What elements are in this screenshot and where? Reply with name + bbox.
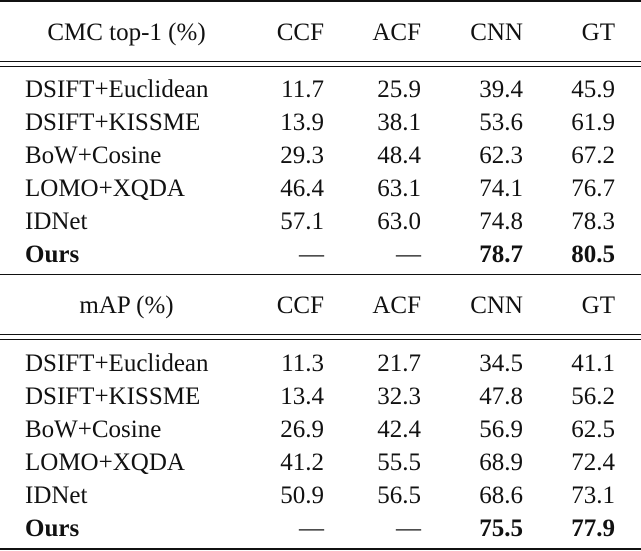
value-cnn: 75.5 bbox=[479, 515, 523, 542]
value-acf: 38.1 bbox=[377, 109, 421, 136]
value-acf: 55.5 bbox=[377, 449, 421, 476]
column-header-gt: GT bbox=[581, 292, 615, 319]
method-name: DSIFT+KISSME bbox=[25, 383, 201, 410]
value-gt: 77.9 bbox=[571, 515, 615, 542]
value-acf: 63.1 bbox=[377, 175, 421, 202]
value-acf: 56.5 bbox=[377, 482, 421, 509]
value-ccf: 46.4 bbox=[280, 175, 324, 202]
value-acf: 48.4 bbox=[377, 142, 421, 169]
table-row: BoW+Cosine 26.9 42.4 56.9 62.5 bbox=[0, 413, 641, 446]
value-gt: 41.1 bbox=[571, 350, 615, 377]
method-name: Ours bbox=[25, 241, 80, 268]
table-row: DSIFT+KISSME 13.9 38.1 53.6 61.9 bbox=[0, 106, 641, 139]
value-gt: 56.2 bbox=[571, 383, 615, 410]
method-name: LOMO+XQDA bbox=[25, 449, 185, 476]
value-cnn: 47.8 bbox=[479, 383, 523, 410]
table-row: DSIFT+KISSME 13.4 32.3 47.8 56.2 bbox=[0, 380, 641, 413]
value-gt: 78.3 bbox=[571, 208, 615, 235]
value-gt: 67.2 bbox=[571, 142, 615, 169]
metric-title: mAP (%) bbox=[79, 292, 174, 319]
metric-title: CMC top-1 (%) bbox=[47, 19, 206, 46]
value-ccf: 11.3 bbox=[281, 350, 324, 377]
column-header-cnn: CNN bbox=[470, 19, 523, 46]
column-header-gt: GT bbox=[581, 19, 615, 46]
column-header-ccf: CCF bbox=[276, 292, 324, 319]
value-acf: 21.7 bbox=[377, 350, 421, 377]
table-row: LOMO+XQDA 46.4 63.1 74.1 76.7 bbox=[0, 172, 641, 205]
method-name: IDNet bbox=[25, 208, 88, 235]
value-ccf: 57.1 bbox=[280, 208, 324, 235]
top-rule bbox=[0, 0, 641, 2]
table-row: IDNet 57.1 63.0 74.8 78.3 bbox=[0, 205, 641, 238]
table-row-ours: Ours — — 78.7 80.5 bbox=[0, 238, 641, 271]
value-cnn: 68.9 bbox=[479, 449, 523, 476]
header-rule-bottom bbox=[0, 66, 641, 67]
value-gt: 45.9 bbox=[571, 76, 615, 103]
section-header-map: mAP (%) CCF ACF CNN GT bbox=[0, 289, 641, 322]
value-gt: 80.5 bbox=[571, 241, 615, 268]
value-acf: — bbox=[396, 241, 421, 268]
value-cnn: 74.8 bbox=[479, 208, 523, 235]
value-gt: 62.5 bbox=[571, 416, 615, 443]
column-header-cnn: CNN bbox=[470, 292, 523, 319]
column-header-ccf: CCF bbox=[276, 19, 324, 46]
value-cnn: 78.7 bbox=[479, 241, 523, 268]
table-row: LOMO+XQDA 41.2 55.5 68.9 72.4 bbox=[0, 446, 641, 479]
column-header-acf: ACF bbox=[372, 292, 421, 319]
value-cnn: 68.6 bbox=[479, 482, 523, 509]
method-name: LOMO+XQDA bbox=[25, 175, 185, 202]
method-name: DSIFT+KISSME bbox=[25, 109, 201, 136]
header-rule-top bbox=[0, 61, 641, 62]
value-acf: 42.4 bbox=[377, 416, 421, 443]
value-gt: 61.9 bbox=[571, 109, 615, 136]
value-gt: 76.7 bbox=[571, 175, 615, 202]
value-cnn: 62.3 bbox=[479, 142, 523, 169]
value-gt: 73.1 bbox=[571, 482, 615, 509]
method-name: DSIFT+Euclidean bbox=[25, 350, 209, 377]
value-acf: 32.3 bbox=[377, 383, 421, 410]
table-row: DSIFT+Euclidean 11.3 21.7 34.5 41.1 bbox=[0, 347, 641, 380]
value-cnn: 56.9 bbox=[479, 416, 523, 443]
table-row: DSIFT+Euclidean 11.7 25.9 39.4 45.9 bbox=[0, 73, 641, 106]
value-cnn: 39.4 bbox=[479, 76, 523, 103]
value-ccf: — bbox=[299, 515, 324, 542]
value-ccf: 13.4 bbox=[280, 383, 324, 410]
method-name: BoW+Cosine bbox=[25, 142, 162, 169]
value-ccf: 41.2 bbox=[280, 449, 324, 476]
value-ccf: 26.9 bbox=[280, 416, 324, 443]
column-header-acf: ACF bbox=[372, 19, 421, 46]
header-rule-bottom bbox=[0, 339, 641, 340]
table-row-ours: Ours — — 75.5 77.9 bbox=[0, 512, 641, 545]
value-cnn: 53.6 bbox=[479, 109, 523, 136]
value-gt: 72.4 bbox=[571, 449, 615, 476]
section-divider-rule bbox=[0, 274, 641, 275]
bottom-rule bbox=[0, 548, 641, 550]
method-name: BoW+Cosine bbox=[25, 416, 162, 443]
table-row: BoW+Cosine 29.3 48.4 62.3 67.2 bbox=[0, 139, 641, 172]
value-ccf: 13.9 bbox=[280, 109, 324, 136]
method-name: IDNet bbox=[25, 482, 88, 509]
value-acf: 63.0 bbox=[377, 208, 421, 235]
value-ccf: 11.7 bbox=[281, 76, 324, 103]
value-cnn: 34.5 bbox=[479, 350, 523, 377]
value-cnn: 74.1 bbox=[479, 175, 523, 202]
method-name: DSIFT+Euclidean bbox=[25, 76, 209, 103]
value-ccf: 50.9 bbox=[280, 482, 324, 509]
method-name: Ours bbox=[25, 515, 80, 542]
header-rule-top bbox=[0, 334, 641, 335]
table-row: IDNet 50.9 56.5 68.6 73.1 bbox=[0, 479, 641, 512]
value-acf: — bbox=[396, 515, 421, 542]
value-ccf: — bbox=[299, 241, 324, 268]
section-header-cmc: CMC top-1 (%) CCF ACF CNN GT bbox=[0, 16, 641, 49]
value-ccf: 29.3 bbox=[280, 142, 324, 169]
value-acf: 25.9 bbox=[377, 76, 421, 103]
